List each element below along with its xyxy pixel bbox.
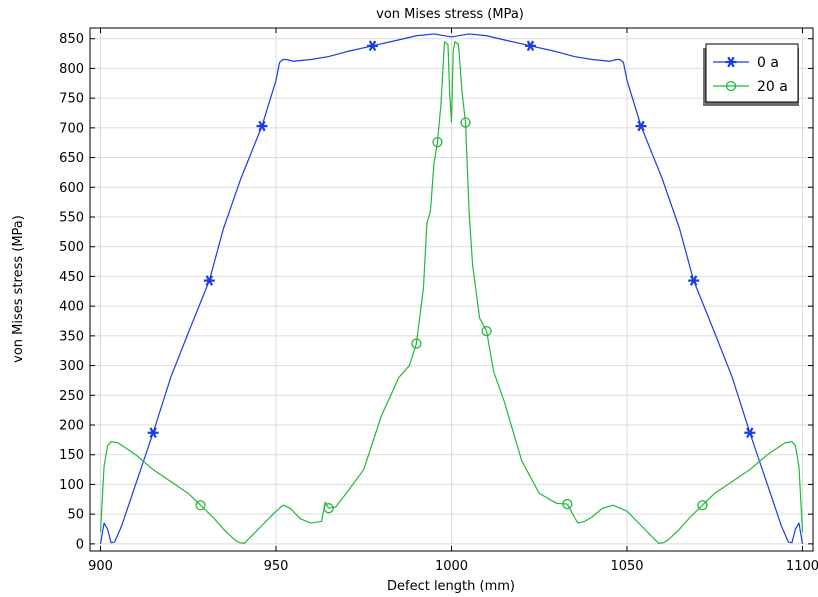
series-0-marker: [524, 40, 536, 52]
y-tick-label: 500: [59, 240, 84, 255]
y-tick-label: 800: [59, 62, 84, 77]
x-tick-label: 1100: [786, 559, 818, 574]
ticks-layer: 900 950 1000 1050 1100 0 50 100 150 200 250 300 350 4…: [59, 28, 818, 574]
legend-label-1: 20 a: [757, 79, 788, 95]
series-1-marker: [411, 338, 422, 349]
legend-items: 0 a 20 a: [713, 55, 788, 95]
series-line-0: [99, 33, 804, 544]
legend-label-0: 0 a: [757, 55, 779, 71]
y-tick-label: 50: [67, 508, 84, 523]
y-tick-label: 200: [59, 419, 84, 434]
y-tick-label: 250: [59, 389, 84, 404]
series-1-marker: [562, 498, 573, 510]
series-1-marker: [323, 503, 334, 514]
series-0-marker: [203, 275, 215, 286]
y-tick-label: 700: [59, 121, 84, 136]
chart-title: von Mises stress (MPa): [376, 7, 524, 22]
series-0-marker: [367, 40, 379, 52]
y-tick-label: 350: [59, 329, 84, 344]
y-tick-label: 650: [59, 151, 84, 166]
series-1-marker: [432, 136, 443, 148]
series-0-marker: [688, 275, 700, 286]
x-tick-label: 1000: [435, 559, 468, 574]
series-0-marker: [147, 427, 159, 439]
series-line-1: [99, 41, 804, 544]
x-axis-label: Defect length (mm): [387, 579, 515, 594]
y-tick-label: 450: [59, 270, 84, 285]
y-tick-label: 400: [59, 300, 84, 315]
y-tick-label: 300: [59, 359, 84, 374]
legend-box: [705, 43, 799, 103]
series-1-marker: [460, 117, 471, 128]
series-1-marker: [481, 325, 492, 337]
x-tick-label: 900: [88, 559, 113, 574]
y-tick-label: 750: [59, 92, 84, 107]
grid-layer: [90, 28, 813, 551]
series-0-marker: [744, 427, 756, 439]
y-axis-label: von Mises stress (MPa): [11, 215, 26, 363]
y-tick-label: 550: [59, 210, 84, 225]
y-tick-label: 850: [59, 32, 84, 47]
y-tick-label: 100: [59, 478, 84, 493]
x-tick-label: 950: [264, 559, 289, 574]
series-1-marker: [697, 500, 708, 511]
series-1-marker: [195, 500, 206, 511]
series-0-marker: [635, 120, 647, 132]
y-tick-label: 600: [59, 181, 84, 196]
series-0-marker: [256, 120, 268, 132]
y-tick-label: 0: [76, 537, 84, 552]
legend: 0 a 20 a: [703, 43, 799, 106]
x-tick-label: 1050: [610, 559, 643, 574]
y-tick-label: 150: [59, 448, 84, 463]
legend-marker-1: [725, 80, 737, 92]
legend-marker-0: [725, 56, 737, 68]
series-layer: [99, 33, 804, 544]
